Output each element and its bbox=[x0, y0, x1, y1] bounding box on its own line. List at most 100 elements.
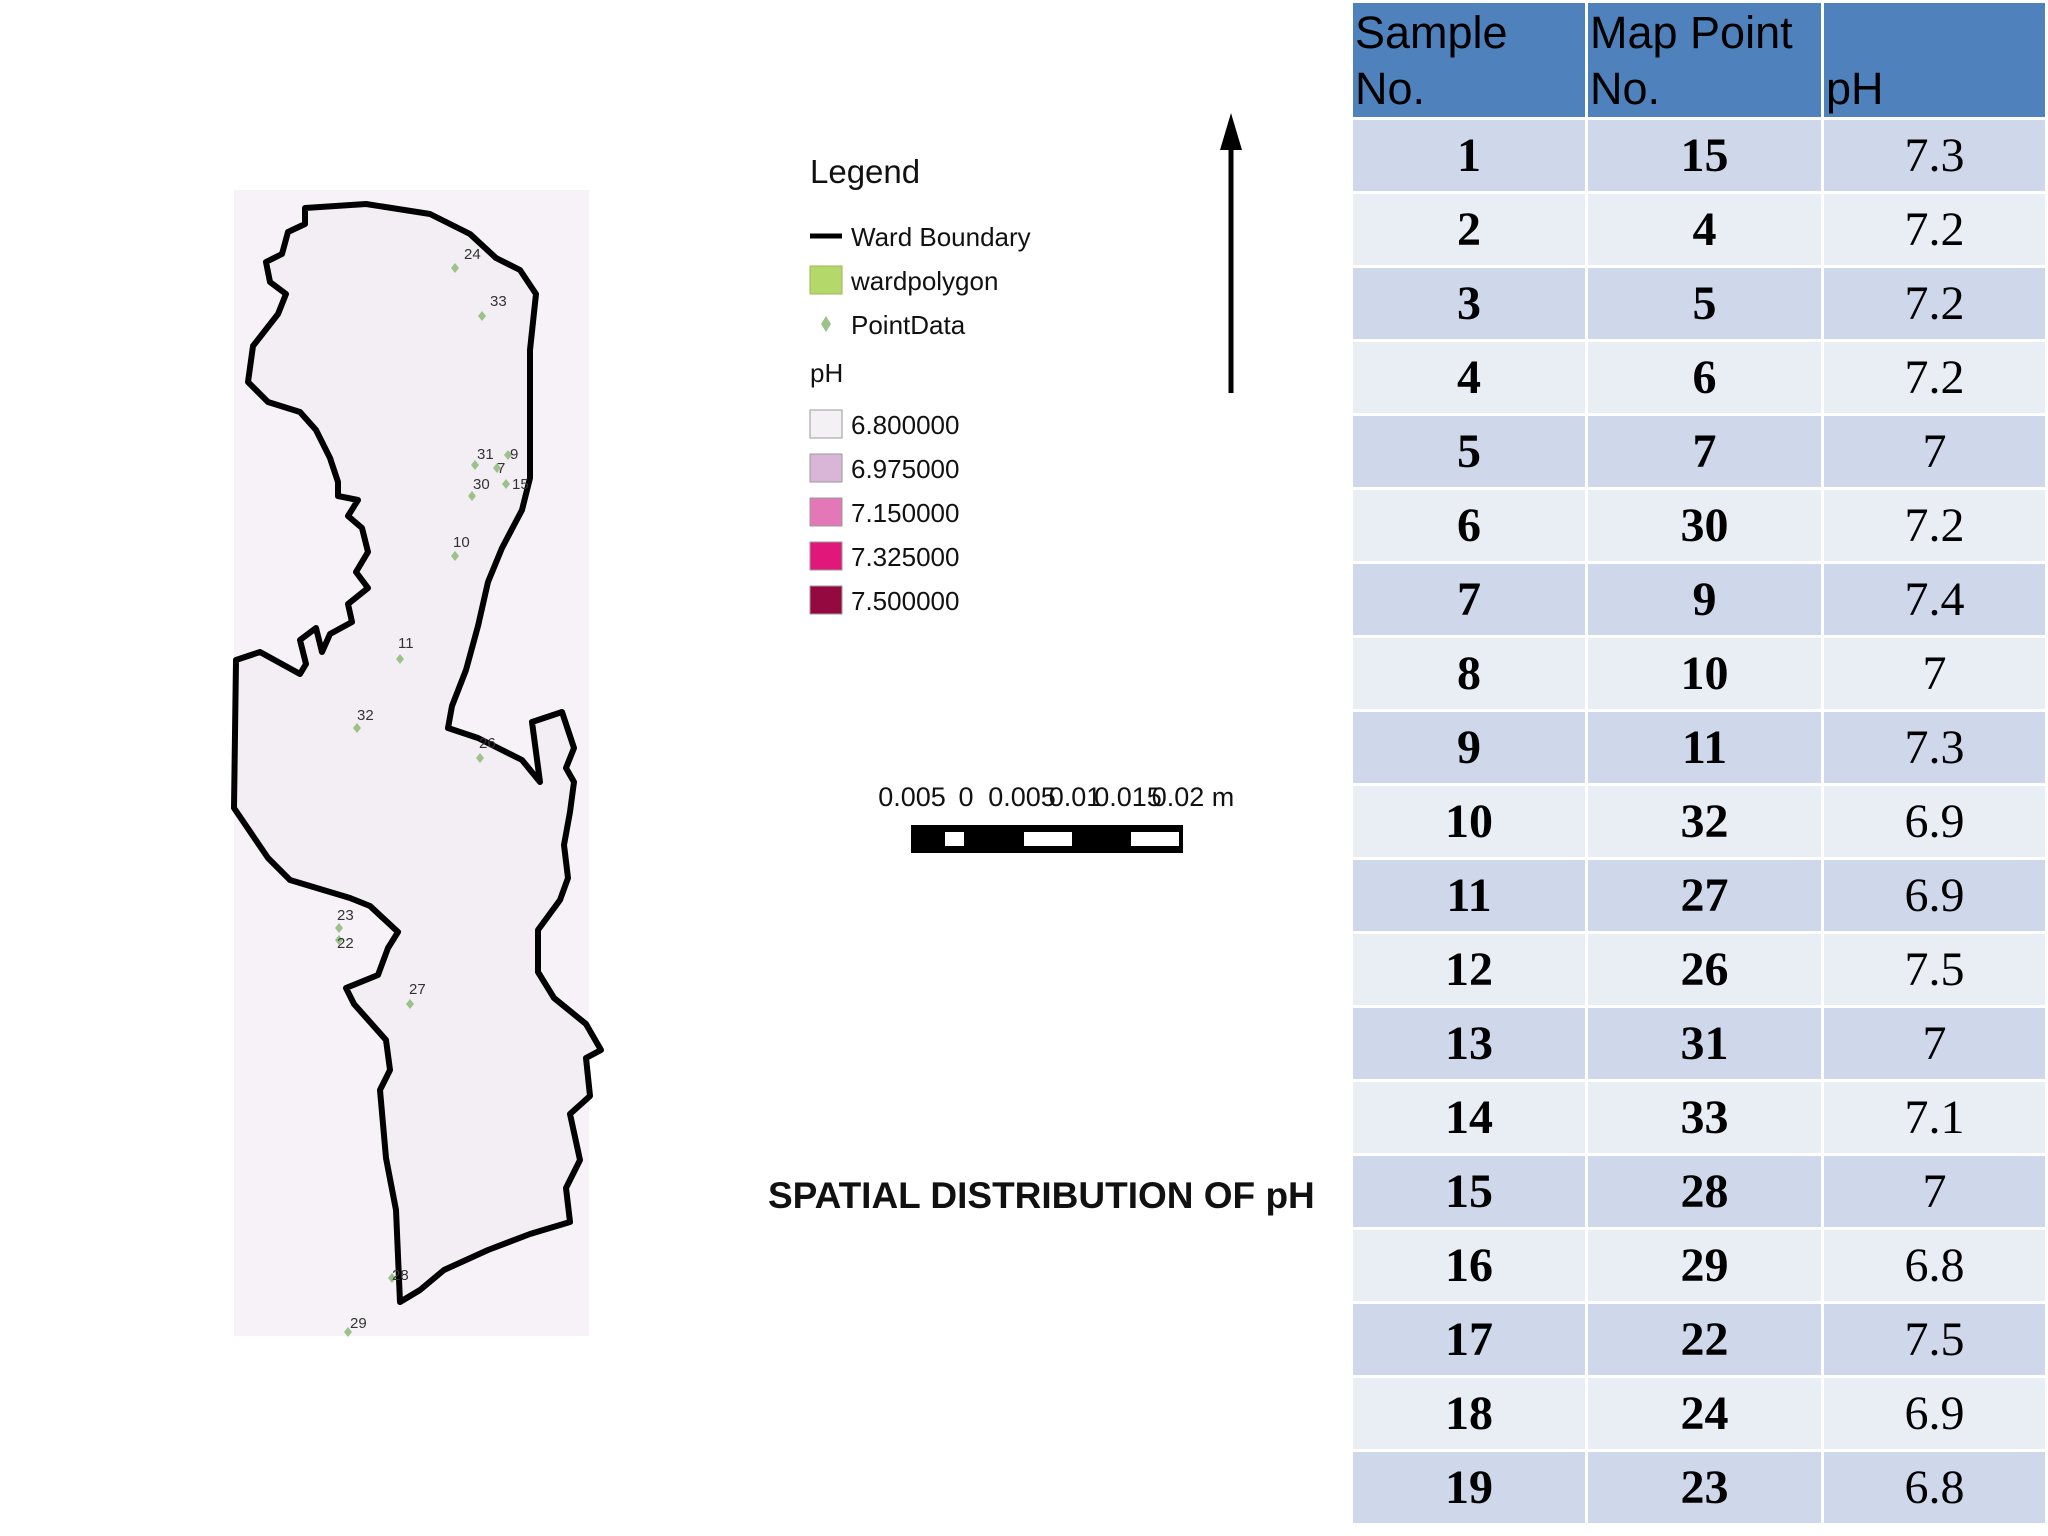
cell-map-point-no: 29 bbox=[1588, 1230, 1821, 1301]
scale-bar-tick-label: 0.015 bbox=[1094, 782, 1162, 812]
map-title: SPATIAL DISTRIBUTION OF pH bbox=[768, 1175, 1315, 1216]
scale-bar-segment bbox=[1024, 832, 1072, 846]
sample-point bbox=[493, 463, 501, 473]
table-row: 1 15 7.3 bbox=[1353, 120, 2045, 191]
cell-map-point-no: 30 bbox=[1588, 490, 1821, 561]
scale-bar-tick-label: 0.01 bbox=[1049, 782, 1102, 812]
cell-map-point-no: 22 bbox=[1588, 1304, 1821, 1375]
header-map-point-no: Map Point No. bbox=[1588, 3, 1821, 117]
cell-ph: 7.2 bbox=[1824, 268, 2045, 339]
header-ph: pH bbox=[1824, 3, 2045, 117]
legend-ph-swatch bbox=[809, 541, 843, 571]
legend-ph-swatch bbox=[809, 497, 843, 527]
cell-sample-no: 6 bbox=[1353, 490, 1585, 561]
sample-point-label: 28 bbox=[392, 1267, 409, 1284]
sample-point bbox=[353, 723, 361, 733]
cell-ph: 7.3 bbox=[1824, 712, 2045, 783]
cell-map-point-no: 4 bbox=[1588, 194, 1821, 265]
cell-ph: 7.2 bbox=[1824, 490, 2045, 561]
legend-ph-label: 7.150000 bbox=[851, 498, 959, 528]
legend-pointdata-symbol bbox=[821, 316, 831, 332]
cell-map-point-no: 24 bbox=[1588, 1378, 1821, 1449]
legend-ph-label: 6.800000 bbox=[851, 410, 959, 440]
legend-wardpolygon-swatch bbox=[809, 265, 843, 295]
sample-point-label: 26 bbox=[479, 735, 496, 752]
sample-point-label: 23 bbox=[337, 907, 354, 924]
cell-sample-no: 15 bbox=[1353, 1156, 1585, 1227]
cell-ph: 7 bbox=[1824, 638, 2045, 709]
cell-sample-no: 17 bbox=[1353, 1304, 1585, 1375]
cell-ph: 7.1 bbox=[1824, 1082, 2045, 1153]
sample-point bbox=[344, 1327, 352, 1337]
cell-map-point-no: 23 bbox=[1588, 1452, 1821, 1523]
scale-bar-tick-label: 0.02 m bbox=[1152, 782, 1235, 812]
cell-ph: 7.5 bbox=[1824, 1304, 2045, 1375]
legend-ph-label: 6.975000 bbox=[851, 454, 959, 484]
legend-pointdata-label: PointData bbox=[851, 310, 966, 340]
table-row: 4 6 7.2 bbox=[1353, 342, 2045, 413]
cell-sample-no: 7 bbox=[1353, 564, 1585, 635]
cell-sample-no: 4 bbox=[1353, 342, 1585, 413]
legend-ph-classes: 6.800000 6.975000 7.150000 7.325000 7.500000 bbox=[809, 409, 959, 616]
cell-sample-no: 1 bbox=[1353, 120, 1585, 191]
cell-sample-no: 16 bbox=[1353, 1230, 1585, 1301]
sample-point bbox=[471, 460, 479, 470]
ph-sample-table: Sample No. Map Point No. pH 1 15 7.3 2 4 7.2 3… bbox=[1350, 0, 2048, 1526]
sample-point bbox=[476, 753, 484, 763]
cell-sample-no: 8 bbox=[1353, 638, 1585, 709]
cell-map-point-no: 10 bbox=[1588, 638, 1821, 709]
cell-ph: 6.9 bbox=[1824, 786, 2045, 857]
cell-map-point-no: 11 bbox=[1588, 712, 1821, 783]
legend-ph-swatch bbox=[809, 585, 843, 615]
sample-point bbox=[388, 1273, 396, 1283]
scale-bar-segment bbox=[945, 832, 964, 846]
cell-map-point-no: 26 bbox=[1588, 934, 1821, 1005]
table-row: 14 33 7.1 bbox=[1353, 1082, 2045, 1153]
cell-map-point-no: 15 bbox=[1588, 120, 1821, 191]
legend-ph-title: pH bbox=[810, 358, 843, 388]
legend-ph-label: 7.500000 bbox=[851, 586, 959, 616]
sample-point-label: 7 bbox=[497, 460, 505, 477]
cell-ph: 6.8 bbox=[1824, 1230, 2045, 1301]
sample-point-label: 24 bbox=[464, 246, 481, 263]
table-row: 8 10 7 bbox=[1353, 638, 2045, 709]
cell-ph: 6.9 bbox=[1824, 860, 2045, 931]
sample-point bbox=[468, 491, 476, 501]
sample-point-label: 29 bbox=[350, 1315, 367, 1332]
table-row: 3 5 7.2 bbox=[1353, 268, 2045, 339]
sample-point bbox=[502, 479, 510, 489]
scale-bar-tick-label: 0 bbox=[958, 782, 973, 812]
cell-sample-no: 14 bbox=[1353, 1082, 1585, 1153]
cell-sample-no: 11 bbox=[1353, 860, 1585, 931]
sample-point-label: 10 bbox=[453, 534, 470, 551]
cell-ph: 7 bbox=[1824, 1156, 2045, 1227]
cell-ph: 6.9 bbox=[1824, 1378, 2045, 1449]
legend-ph-swatch bbox=[809, 409, 843, 439]
cell-ph: 7 bbox=[1824, 1008, 2045, 1079]
table-row: 18 24 6.9 bbox=[1353, 1378, 2045, 1449]
legend-ph-swatch bbox=[809, 453, 843, 483]
cell-sample-no: 3 bbox=[1353, 268, 1585, 339]
cell-sample-no: 10 bbox=[1353, 786, 1585, 857]
sample-point bbox=[335, 935, 343, 945]
cell-map-point-no: 28 bbox=[1588, 1156, 1821, 1227]
cell-sample-no: 12 bbox=[1353, 934, 1585, 1005]
header-sample-no: Sample No. bbox=[1353, 3, 1585, 117]
scale-bar-tick-label: 0.005 bbox=[878, 782, 946, 812]
north-arrow-icon bbox=[1220, 113, 1242, 150]
table-row: 7 9 7.4 bbox=[1353, 564, 2045, 635]
table-row: 9 11 7.3 bbox=[1353, 712, 2045, 783]
sample-point bbox=[451, 263, 459, 273]
cell-map-point-no: 5 bbox=[1588, 268, 1821, 339]
table-row: 15 28 7 bbox=[1353, 1156, 2045, 1227]
sample-point-label: 27 bbox=[409, 981, 426, 998]
table-row: 10 32 6.9 bbox=[1353, 786, 2045, 857]
table-row: 12 26 7.5 bbox=[1353, 934, 2045, 1005]
cell-sample-no: 19 bbox=[1353, 1452, 1585, 1523]
sample-point-label: 11 bbox=[398, 635, 414, 652]
sample-point bbox=[406, 999, 414, 1009]
